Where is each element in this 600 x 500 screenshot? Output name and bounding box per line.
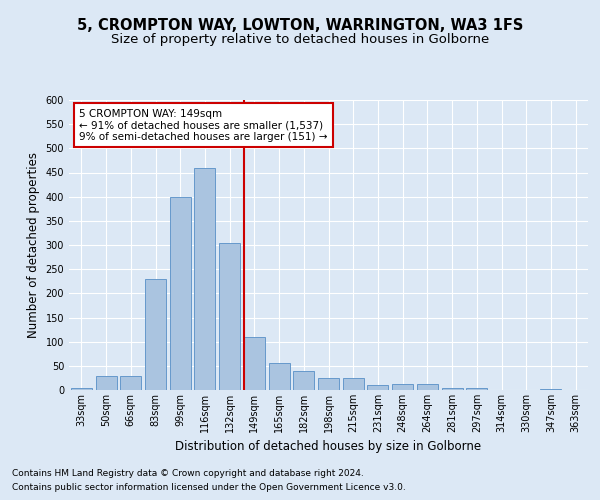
- Bar: [120, 376, 141, 390]
- Bar: [343, 378, 364, 390]
- Bar: [219, 242, 240, 390]
- Text: Size of property relative to detached houses in Golborne: Size of property relative to detached ho…: [111, 32, 489, 46]
- Bar: [466, 388, 487, 390]
- Bar: [269, 364, 290, 390]
- Text: Contains public sector information licensed under the Open Government Licence v3: Contains public sector information licen…: [12, 484, 406, 492]
- Bar: [417, 384, 438, 390]
- Y-axis label: Number of detached properties: Number of detached properties: [27, 152, 40, 338]
- Bar: [95, 376, 116, 390]
- Text: 5, CROMPTON WAY, LOWTON, WARRINGTON, WA3 1FS: 5, CROMPTON WAY, LOWTON, WARRINGTON, WA3…: [77, 18, 523, 32]
- Bar: [71, 388, 92, 390]
- Bar: [194, 168, 215, 390]
- Bar: [244, 337, 265, 390]
- Bar: [293, 370, 314, 390]
- Bar: [392, 384, 413, 390]
- Text: 5 CROMPTON WAY: 149sqm
← 91% of detached houses are smaller (1,537)
9% of semi-d: 5 CROMPTON WAY: 149sqm ← 91% of detached…: [79, 108, 328, 142]
- Bar: [318, 378, 339, 390]
- Bar: [170, 196, 191, 390]
- Bar: [541, 388, 562, 390]
- Text: Contains HM Land Registry data © Crown copyright and database right 2024.: Contains HM Land Registry data © Crown c…: [12, 469, 364, 478]
- Bar: [367, 385, 388, 390]
- X-axis label: Distribution of detached houses by size in Golborne: Distribution of detached houses by size …: [175, 440, 482, 454]
- Bar: [145, 279, 166, 390]
- Bar: [442, 388, 463, 390]
